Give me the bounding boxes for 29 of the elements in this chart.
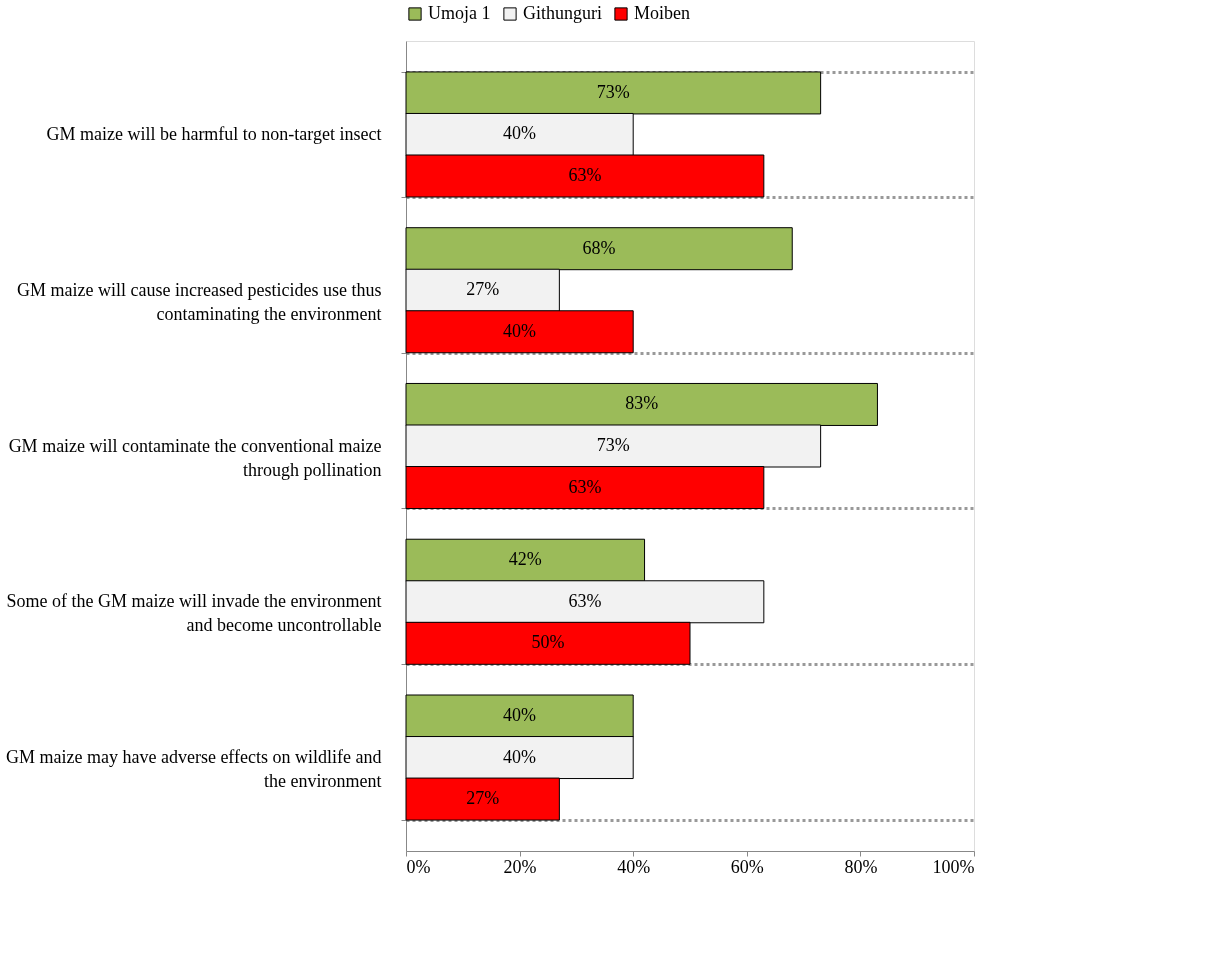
- data-label: 73%: [596, 435, 630, 455]
- data-label: 50%: [531, 632, 565, 653]
- data-label: 63%: [568, 476, 602, 497]
- y-tick-label: Some of the GM maize will invade the environment and become uncontrollable: [6, 591, 382, 636]
- legend-label: Umoja 1: [428, 3, 491, 23]
- data-label: 63%: [568, 165, 602, 185]
- x-tick-label: 80%: [844, 856, 878, 877]
- y-tick-label: GM maize will be harmful to non-target insect: [46, 123, 382, 144]
- data-label: 27%: [466, 788, 500, 809]
- data-label: 73%: [596, 81, 630, 102]
- data-label: 63%: [568, 590, 602, 611]
- x-tick-label: 60%: [730, 856, 764, 877]
- data-label: 40%: [503, 320, 537, 341]
- x-tick-label: 100%: [932, 856, 975, 877]
- y-tick-label: GM maize will contaminate the conventional maize through pollination: [8, 435, 382, 480]
- data-label: 40%: [503, 705, 537, 725]
- legend-label: Githunguri: [523, 3, 602, 23]
- data-label: 40%: [503, 123, 537, 144]
- data-label: 83%: [625, 393, 659, 414]
- y-tick-label: GM maize will cause increased pesticides use thus contaminating the environment: [17, 279, 382, 324]
- x-tick-label: 20%: [503, 856, 537, 877]
- x-tick-label: 0%: [406, 856, 431, 877]
- data-label: 42%: [508, 549, 542, 570]
- data-label: 40%: [503, 746, 537, 767]
- data-label: 68%: [582, 237, 616, 258]
- x-tick-label: 40%: [617, 856, 651, 877]
- data-label: 27%: [466, 279, 500, 300]
- legend-label: Moiben: [634, 3, 690, 23]
- y-tick-label: GM maize may have adverse effects on wildlife and the environment: [5, 747, 382, 792]
